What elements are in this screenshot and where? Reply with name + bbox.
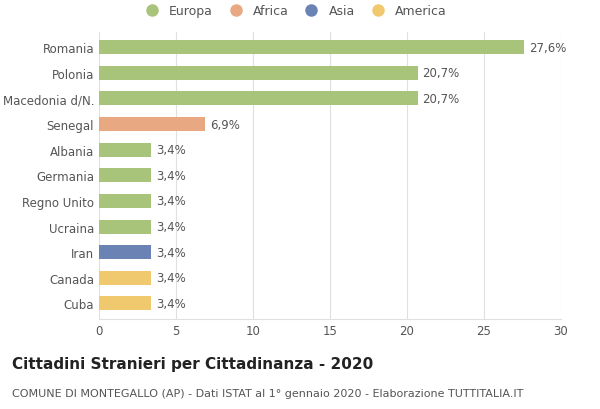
Bar xyxy=(99,143,151,157)
Bar xyxy=(99,194,151,209)
Text: 3,4%: 3,4% xyxy=(156,169,186,182)
Text: 27,6%: 27,6% xyxy=(529,42,566,54)
Text: 3,4%: 3,4% xyxy=(156,272,186,285)
Bar xyxy=(99,41,524,55)
Bar xyxy=(99,297,151,311)
Text: 3,4%: 3,4% xyxy=(156,144,186,157)
Text: 3,4%: 3,4% xyxy=(156,220,186,234)
Bar xyxy=(99,118,205,132)
Text: 3,4%: 3,4% xyxy=(156,297,186,310)
Text: 20,7%: 20,7% xyxy=(422,67,460,80)
Bar xyxy=(99,271,151,285)
Bar xyxy=(99,220,151,234)
Text: Cittadini Stranieri per Cittadinanza - 2020: Cittadini Stranieri per Cittadinanza - 2… xyxy=(12,356,373,371)
Text: 20,7%: 20,7% xyxy=(422,93,460,106)
Text: 3,4%: 3,4% xyxy=(156,195,186,208)
Bar xyxy=(99,169,151,183)
Bar xyxy=(99,245,151,260)
Text: COMUNE DI MONTEGALLO (AP) - Dati ISTAT al 1° gennaio 2020 - Elaborazione TUTTITA: COMUNE DI MONTEGALLO (AP) - Dati ISTAT a… xyxy=(12,389,523,398)
Legend: Europa, Africa, Asia, America: Europa, Africa, Asia, America xyxy=(136,2,451,22)
Text: 3,4%: 3,4% xyxy=(156,246,186,259)
Text: 6,9%: 6,9% xyxy=(210,118,240,131)
Bar xyxy=(99,67,418,81)
Bar xyxy=(99,92,418,106)
